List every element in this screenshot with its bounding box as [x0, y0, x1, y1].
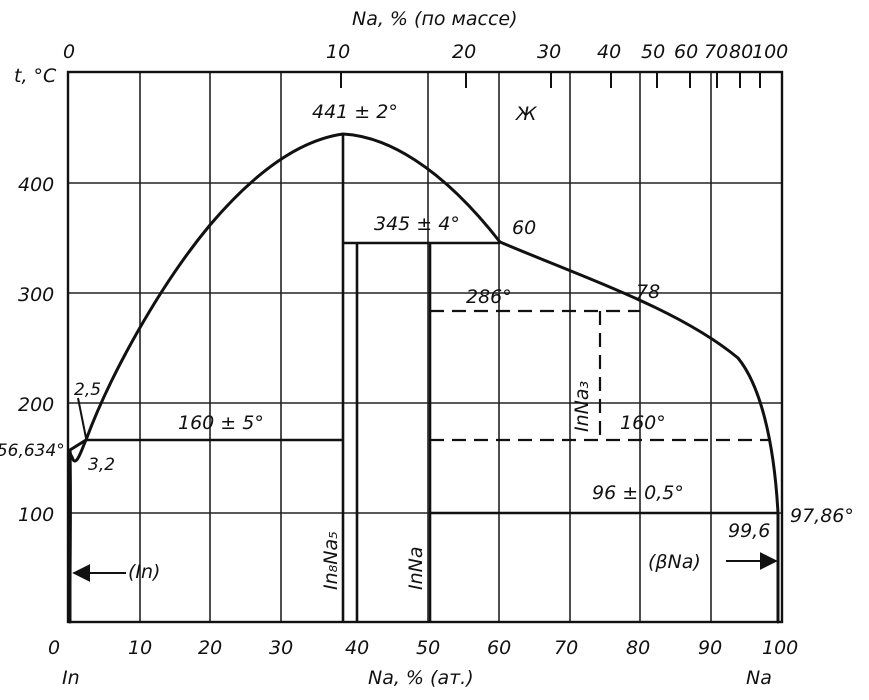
comp25-label: 2,5: [74, 380, 101, 400]
liquidus-curve: [68, 132, 780, 515]
top-tick-20: 20: [452, 41, 476, 63]
solid-in-label: (In): [128, 561, 160, 583]
bottom-tick-50: 50: [416, 637, 440, 659]
top-tick-30: 30: [537, 41, 561, 63]
peritectic-comp-label: 60: [512, 217, 536, 239]
top-tick-0: 0: [63, 41, 75, 63]
bottom-tick-100: 100: [762, 637, 798, 659]
top-axis-title: Na, % (по массе): [352, 8, 518, 30]
t96-label: 96 ± 0,5°: [592, 482, 684, 504]
y-tick-100: 100: [18, 504, 54, 526]
na-melting-label: 97,86°: [790, 505, 854, 527]
max-temp-label: 441 ± 2°: [312, 101, 398, 123]
phase-in8na5-label: In₈Na₅: [320, 531, 342, 590]
top-tick-60: 60: [674, 41, 698, 63]
t160-right-label: 160°: [620, 412, 666, 434]
bottom-tick-20: 20: [198, 637, 222, 659]
y-tick-200: 200: [18, 394, 54, 416]
y-tick-300: 300: [18, 284, 54, 306]
phase-inna-label: InNa: [405, 546, 427, 590]
element-left-label: In: [62, 667, 80, 689]
bottom-tick-40: 40: [345, 637, 369, 659]
phase-inna3-label: InNa₃: [571, 381, 593, 432]
grid-lines: [68, 72, 782, 622]
top-tick-100: 100: [752, 41, 788, 63]
t160-left-label: 160 ± 5°: [178, 412, 264, 434]
bottom-tick-70: 70: [554, 637, 578, 659]
y-axis-title: t, °C: [14, 65, 57, 87]
y-tick-400: 400: [18, 174, 54, 196]
peritectic-temp-label: 345 ± 4°: [374, 213, 460, 235]
bottom-axis-title: Na, % (ат.): [368, 667, 474, 689]
top-tick-80: 80: [729, 41, 753, 63]
top-tick-40: 40: [597, 41, 621, 63]
bottom-tick-30: 30: [269, 637, 293, 659]
element-right-label: Na: [746, 667, 772, 689]
top-tick-10: 10: [326, 41, 350, 63]
comp996-label: 99,6: [728, 520, 770, 542]
in-solvus-curve: [68, 438, 88, 463]
bottom-tick-90: 90: [698, 637, 722, 659]
comp32-label: 3,2: [88, 455, 115, 475]
top-tick-70: 70: [704, 41, 728, 63]
bottom-tick-10: 10: [128, 637, 152, 659]
top-tick-marks: [340, 72, 761, 88]
t286-label: 286°: [466, 286, 512, 308]
top-tick-50: 50: [641, 41, 665, 63]
bottom-tick-80: 80: [626, 637, 650, 659]
bottom-tick-60: 60: [487, 637, 511, 659]
in-melting-label: 156,634°: [0, 441, 65, 461]
solid-na-label: (βNa): [648, 551, 701, 573]
plot-frame: [66, 70, 784, 624]
comp78-label: 78: [636, 281, 660, 303]
liquid-label: Ж: [515, 103, 538, 125]
phase-boundaries: [86, 134, 778, 622]
bottom-tick-0: 0: [48, 637, 60, 659]
